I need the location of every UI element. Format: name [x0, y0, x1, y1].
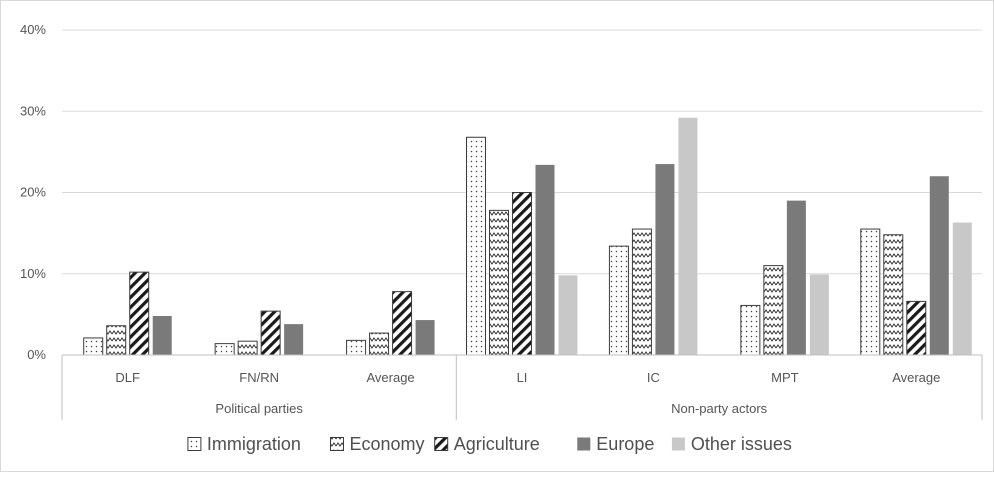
bar-europe: [786, 200, 806, 355]
bar-agriculture: [129, 271, 150, 356]
legend-swatch-other-issues: [671, 437, 685, 451]
legend-swatch-economy: [330, 437, 344, 451]
legend-swatch-agriculture: [434, 437, 449, 451]
x-category-label: DLF: [115, 370, 140, 385]
bar-economy: [106, 325, 127, 356]
x-category-label: IC: [647, 370, 660, 385]
x-group-label: Political parties: [215, 401, 303, 416]
bar-economy: [763, 265, 784, 356]
x-category-label: MPT: [771, 370, 799, 385]
bar-agriculture: [392, 291, 413, 356]
bar-europe: [284, 324, 304, 355]
legend-swatch-europe: [577, 437, 591, 451]
bar-europe: [152, 316, 172, 355]
bar-immigration: [608, 245, 629, 356]
y-axis-ticks: 0% 10% 20% 30% 40%: [20, 22, 46, 362]
bar-immigration: [346, 339, 367, 356]
bar-immigration: [860, 228, 881, 356]
y-tick-label: 30%: [20, 103, 46, 118]
bar-europe: [415, 320, 435, 355]
x-category-label: FN/RN: [239, 370, 279, 385]
legend-label: Europe: [596, 434, 654, 454]
y-tick-label: 40%: [20, 22, 46, 37]
bar-other-issues: [678, 117, 698, 355]
x-axis: DLF FN/RN Average Political parties LI IC MPT A…: [61, 354, 983, 420]
bar-other-issues: [809, 274, 829, 355]
bar-economy: [631, 228, 652, 356]
x-group-label: Non-party actors: [671, 401, 768, 416]
bar-europe: [655, 164, 675, 355]
bar-europe: [535, 164, 555, 355]
bar-immigration: [214, 343, 235, 356]
bar-agriculture: [512, 192, 532, 356]
legend-label: Economy: [350, 434, 425, 454]
x-category-label: Average: [892, 370, 940, 385]
legend-label: Immigration: [207, 434, 301, 454]
legend-label: Agriculture: [454, 434, 540, 454]
bar-europe: [929, 176, 949, 355]
y-tick-label: 10%: [20, 266, 46, 281]
bar-immigration: [83, 337, 104, 356]
bar-immigration: [740, 304, 761, 356]
y-tick-label: 20%: [20, 185, 46, 200]
legend: Immigration Economy Agriculture Europe Other…: [187, 434, 792, 454]
bar-other-issues: [558, 275, 578, 355]
bar-economy: [883, 234, 904, 356]
bar-immigration: [466, 136, 486, 356]
bar-other-issues: [952, 222, 972, 355]
bar-agriculture: [260, 310, 281, 356]
y-tick-label: 0%: [27, 347, 46, 362]
bars: [83, 117, 972, 356]
x-category-label: LI: [517, 370, 528, 385]
bar-agriculture: [906, 300, 927, 356]
bar-economy: [489, 209, 509, 356]
bar-economy: [237, 340, 258, 356]
bar-economy: [369, 332, 390, 356]
legend-swatch-immigration: [187, 437, 202, 451]
x-category-label: Average: [366, 370, 414, 385]
legend-label: Other issues: [691, 434, 792, 454]
